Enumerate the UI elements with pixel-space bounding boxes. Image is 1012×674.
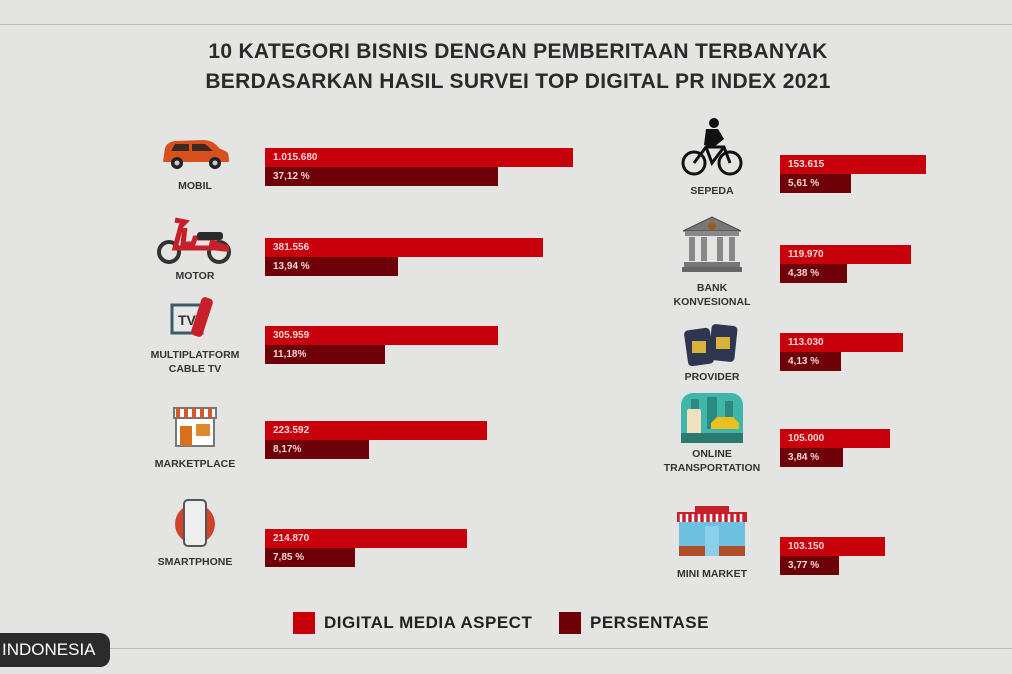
category-label: PROVIDER xyxy=(684,371,740,383)
category-label: MARKETPLACE xyxy=(154,458,236,470)
bar-digital-media-aspect: 1.015.680 xyxy=(265,148,573,167)
category-label: CABLE TV xyxy=(168,363,222,375)
legend-item-persentase: PERSENTASE xyxy=(559,612,709,634)
legend-swatch xyxy=(293,612,315,634)
storefront-icon xyxy=(172,404,218,453)
category-label: KONVESIONAL xyxy=(673,296,751,308)
top-divider xyxy=(0,24,1012,25)
watermark-badge: INDONESIA xyxy=(0,633,110,667)
category-label: MOBIL xyxy=(178,180,212,192)
bar-persentase: 37,12 % xyxy=(265,167,498,186)
category-label: BANK xyxy=(696,282,728,294)
bottom-divider xyxy=(0,648,1012,649)
bar-persentase: 7,85 % xyxy=(265,548,355,567)
bar-digital-media-aspect: 119.970 xyxy=(780,245,911,264)
category-label: SMARTPHONE xyxy=(157,556,233,568)
bar-persentase: 8,17% xyxy=(265,440,369,459)
scooter-icon xyxy=(155,216,235,271)
cyclist-icon xyxy=(680,117,744,184)
minimarket-icon xyxy=(675,506,749,561)
bar-persentase: 3,84 % xyxy=(780,448,843,467)
bar-digital-media-aspect: 381.556 xyxy=(265,238,543,257)
category-label: MINI MARKET xyxy=(677,568,747,580)
chart-title-line-1: 10 KATEGORI BISNIS DENGAN PEMBERITAAN TE… xyxy=(208,40,828,63)
bar-digital-media-aspect: 153.615 xyxy=(780,155,926,174)
tv-remote-icon: TV xyxy=(170,293,220,348)
svg-text:TV: TV xyxy=(178,312,197,328)
legend-label: PERSENTASE xyxy=(590,613,709,632)
bar-persentase: 11,18% xyxy=(265,345,385,364)
legend-item-digital-media: DIGITAL MEDIA ASPECT xyxy=(293,612,532,634)
bank-icon xyxy=(681,215,743,278)
bar-digital-media-aspect: 105.000 xyxy=(780,429,890,448)
car-icon xyxy=(159,136,231,177)
smartphone-icon xyxy=(172,498,218,553)
bar-persentase: 3,77 % xyxy=(780,556,839,575)
bar-digital-media-aspect: 113.030 xyxy=(780,333,903,352)
category-label: TRANSPORTATION xyxy=(663,462,761,474)
bar-digital-media-aspect: 214.870 xyxy=(265,529,467,548)
chart-title-line-2: BERDASARKAN HASIL SURVEI TOP DIGITAL PR … xyxy=(205,70,831,93)
legend-label: DIGITAL MEDIA ASPECT xyxy=(324,613,533,632)
sim-card-icon xyxy=(684,321,740,372)
category-label: ONLINE xyxy=(692,448,732,460)
ride-app-icon xyxy=(681,393,743,448)
bar-digital-media-aspect: 103.150 xyxy=(780,537,885,556)
bar-digital-media-aspect: 305.959 xyxy=(265,326,498,345)
bar-digital-media-aspect: 223.592 xyxy=(265,421,487,440)
bar-persentase: 5,61 % xyxy=(780,174,851,193)
category-label: SEPEDA xyxy=(690,185,734,197)
category-label: MULTIPLATFORM xyxy=(150,349,240,361)
legend-swatch xyxy=(559,612,581,634)
category-label: MOTOR xyxy=(175,270,215,282)
bar-persentase: 4,38 % xyxy=(780,264,847,283)
bar-persentase: 13,94 % xyxy=(265,257,398,276)
bar-persentase: 4,13 % xyxy=(780,352,841,371)
